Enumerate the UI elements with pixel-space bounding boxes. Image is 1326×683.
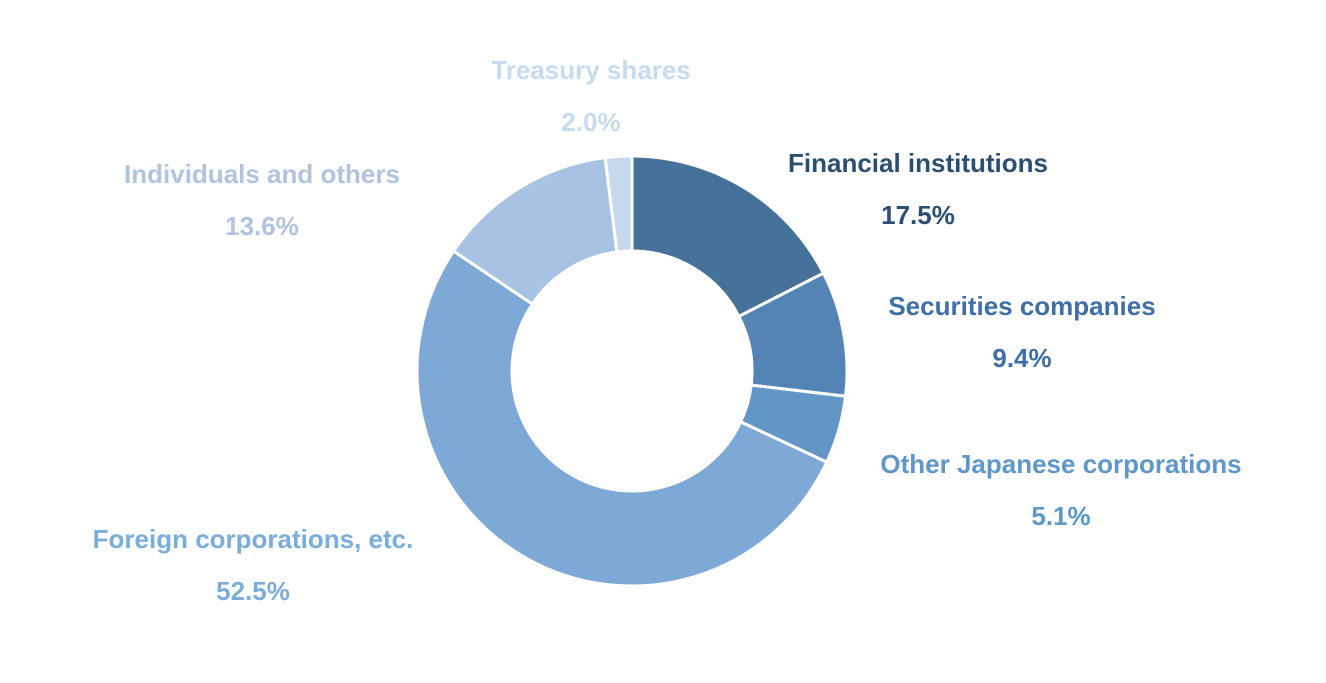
label-individuals-and-others: Individuals and others 13.6% xyxy=(124,148,400,252)
label-name: Other Japanese corporations xyxy=(880,449,1242,479)
label-value: 17.5% xyxy=(881,200,955,230)
donut-slice-foreign-corporations-etc xyxy=(415,249,829,588)
donut-slices xyxy=(415,154,849,588)
label-name: Securities companies xyxy=(888,291,1156,321)
label-securities-companies: Securities companies 9.4% xyxy=(888,280,1155,384)
label-value: 13.6% xyxy=(225,211,299,241)
label-value: 9.4% xyxy=(992,343,1052,373)
label-other-japanese-corporations: Other Japanese corporations 5.1% xyxy=(880,438,1241,542)
label-name: Treasury shares xyxy=(491,55,691,85)
label-value: 2.0% xyxy=(561,107,621,137)
label-foreign-corporations: Foreign corporations, etc. 52.5% xyxy=(93,513,414,617)
label-treasury-shares: Treasury shares 2.0% xyxy=(491,44,690,148)
label-name: Financial institutions xyxy=(787,148,1049,178)
label-value: 5.1% xyxy=(1031,501,1091,531)
label-name: Individuals and others xyxy=(124,159,400,189)
label-value: 52.5% xyxy=(216,576,290,606)
label-name: Foreign corporations, etc. xyxy=(92,524,414,554)
donut-slice-financial-institutions xyxy=(630,154,826,319)
label-financial-institutions: Financial institutions 17.5% xyxy=(788,137,1048,241)
donut-slice-treasury-shares xyxy=(603,154,634,254)
